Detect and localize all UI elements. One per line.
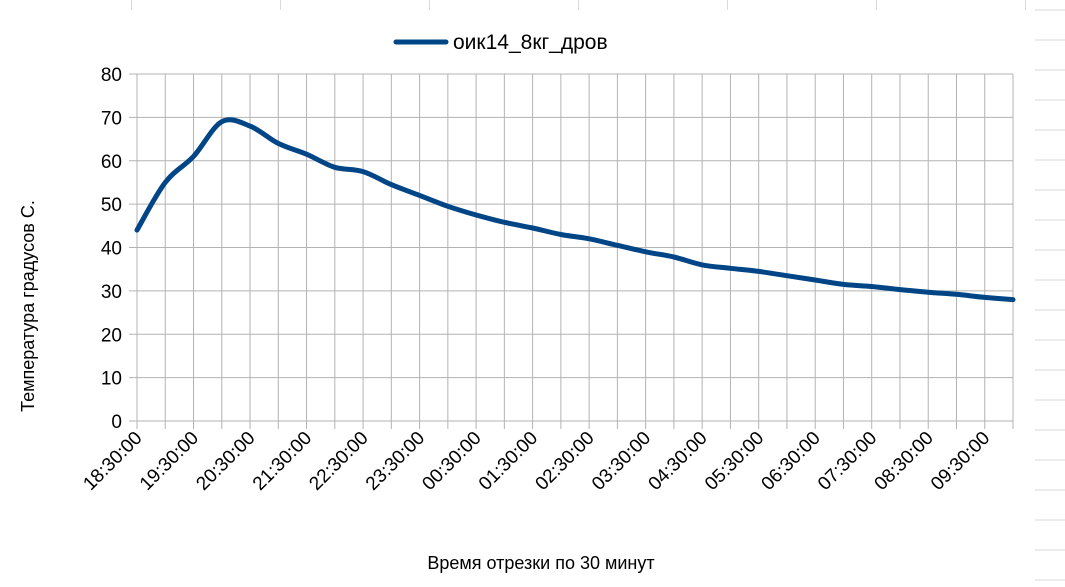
x-axis-title: Время отрезки по 30 минут xyxy=(427,553,654,573)
sheet-gridline xyxy=(131,0,132,10)
x-tick-label: 09:30:00 xyxy=(927,428,994,495)
gridlines xyxy=(136,73,1014,422)
sheet-gridline xyxy=(727,0,728,10)
sheet-gridline xyxy=(876,0,877,10)
axes xyxy=(129,73,1014,429)
sheet-gridline xyxy=(429,0,430,10)
y-tick-label: 50 xyxy=(101,195,122,216)
x-tick-label: 03:30:00 xyxy=(588,428,655,495)
x-tick-label: 04:30:00 xyxy=(645,428,712,495)
sheet-gridline xyxy=(280,0,281,10)
x-tick-label: 06:30:00 xyxy=(758,428,825,495)
y-tick-label: 30 xyxy=(101,282,122,303)
x-tick-label: 05:30:00 xyxy=(701,428,768,495)
series-layer xyxy=(134,117,1016,303)
y-tick-label: 0 xyxy=(111,412,122,433)
y-axis-ticks: 0 10 20 30 40 50 60 70 80 xyxy=(101,65,122,433)
y-tick-label: 10 xyxy=(101,369,122,390)
x-tick-label: 18:30:00 xyxy=(79,428,146,495)
legend[interactable]: оик14_8кг_дров xyxy=(393,31,608,54)
series-line xyxy=(134,117,1016,303)
sheet-right-gridlines xyxy=(1035,9,1065,581)
x-axis-ticks: 18:30:0019:30:0020:30:0021:30:0022:30:00… xyxy=(79,428,994,495)
x-tick-label: 20:30:00 xyxy=(192,428,259,495)
sheet-gridline xyxy=(1025,0,1026,10)
x-tick-label: 21:30:00 xyxy=(249,428,316,495)
legend-label: оик14_8кг_дров xyxy=(453,31,608,54)
y-tick-label: 80 xyxy=(101,65,122,86)
y-tick-label: 70 xyxy=(101,108,122,129)
sheet-gridline xyxy=(578,0,579,10)
y-tick-label: 40 xyxy=(101,239,122,260)
x-tick-label: 00:30:00 xyxy=(418,428,485,495)
y-tick-label: 20 xyxy=(101,325,122,346)
x-tick-label: 01:30:00 xyxy=(475,428,542,495)
x-tick-label: 08:30:00 xyxy=(871,428,938,495)
y-tick-label: 60 xyxy=(101,152,122,173)
x-tick-label: 23:30:00 xyxy=(362,428,429,495)
x-tick-label: 19:30:00 xyxy=(136,428,203,495)
x-tick-label: 07:30:00 xyxy=(814,428,881,495)
x-tick-label: 22:30:00 xyxy=(305,428,372,495)
y-axis-title: Температура градусов С. xyxy=(18,200,38,412)
x-tick-label: 02:30:00 xyxy=(532,428,599,495)
